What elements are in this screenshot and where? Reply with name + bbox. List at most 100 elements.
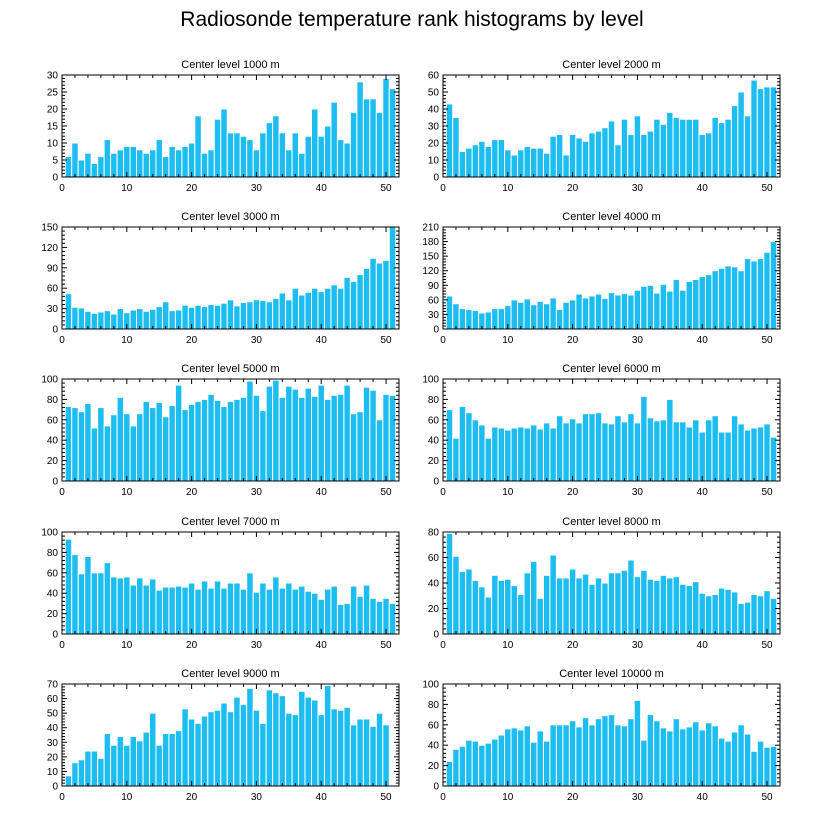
bar	[356, 274, 364, 330]
x-tick-label: 20	[567, 792, 579, 803]
bar	[607, 120, 616, 178]
bar	[659, 727, 668, 787]
bar	[362, 718, 371, 787]
bar	[252, 591, 261, 635]
histogram-panel-6: Center level 6000 m 0 10 20 30 40 50 0 20 40 60 80 1…	[422, 363, 781, 498]
bar	[200, 398, 209, 482]
y-tick-label: 20	[47, 752, 59, 763]
bar	[343, 142, 351, 178]
bar	[452, 555, 460, 635]
bar	[349, 724, 358, 787]
x-tick-label: 20	[567, 487, 579, 498]
bar	[174, 585, 183, 635]
bar	[168, 405, 176, 482]
bar	[484, 596, 493, 635]
histogram-panel-10: Center level 10000 m 0 10 20 30 40 50 0 20 40 60 80…	[422, 668, 781, 803]
x-tick-label: 0	[440, 335, 446, 346]
y-tick-label: 80	[428, 528, 440, 539]
x-tick-label: 10	[502, 335, 514, 346]
bar	[659, 283, 668, 330]
bar	[562, 724, 570, 787]
bar	[110, 152, 118, 178]
x-tick-label: 40	[316, 335, 328, 346]
bar	[136, 740, 144, 787]
bar	[646, 284, 655, 330]
bar	[704, 274, 713, 330]
panel-title: Center level 10000 m	[559, 668, 664, 680]
bar	[174, 730, 183, 787]
bar	[756, 595, 765, 635]
bar	[259, 582, 267, 635]
bar	[594, 293, 603, 330]
bar	[594, 577, 603, 635]
bar	[90, 427, 99, 482]
bar	[653, 118, 661, 178]
bar	[633, 576, 642, 635]
bar	[640, 569, 648, 635]
bar	[653, 720, 661, 787]
x-tick-label: 10	[121, 183, 133, 194]
bar	[304, 387, 313, 482]
bar	[181, 145, 189, 178]
bar	[491, 426, 499, 482]
x-tick-label: 20	[186, 335, 198, 346]
bar	[265, 301, 274, 330]
bar	[704, 419, 713, 482]
bar	[724, 118, 732, 178]
bar	[84, 555, 92, 635]
x-tick-label: 0	[440, 487, 446, 498]
y-tick-label: 60	[428, 415, 440, 426]
bar	[555, 415, 564, 482]
bar	[510, 154, 519, 178]
x-tick-label: 0	[440, 792, 446, 803]
bar	[90, 162, 99, 178]
bar-series	[445, 395, 778, 482]
panel-title: Center level 8000 m	[562, 516, 660, 528]
panel-title: Center level 2000 m	[562, 59, 660, 71]
bar	[491, 308, 499, 330]
bar	[549, 724, 557, 787]
y-tick-label: 60	[428, 295, 440, 306]
bar	[698, 276, 706, 330]
bar	[97, 407, 105, 482]
y-tick-label: 90	[428, 281, 440, 292]
bar	[763, 251, 771, 330]
bar	[471, 579, 480, 635]
bar	[369, 725, 377, 787]
bar	[194, 722, 202, 787]
bar	[317, 384, 325, 482]
panel-title: Center level 4000 m	[562, 211, 660, 223]
x-tick-label: 30	[251, 183, 263, 194]
bar	[278, 695, 287, 787]
bar	[601, 297, 609, 330]
x-tick-label: 50	[761, 183, 773, 194]
x-tick-label: 40	[697, 792, 709, 803]
bar	[71, 407, 79, 482]
bar	[259, 410, 267, 482]
bar	[529, 560, 538, 635]
bar	[246, 301, 254, 330]
bar	[491, 139, 499, 178]
chart-main-title: Radiosonde temperature rank histograms b…	[180, 8, 644, 31]
bar	[743, 733, 752, 787]
panel-title: Center level 7000 m	[181, 516, 279, 528]
bar	[614, 724, 622, 787]
bar	[484, 145, 493, 178]
x-tick-label: 20	[567, 183, 579, 194]
bar	[614, 294, 622, 330]
bar	[272, 379, 280, 482]
bar	[71, 762, 79, 787]
bar	[517, 149, 525, 178]
bar-series	[64, 684, 390, 787]
x-tick-label: 20	[186, 792, 198, 803]
y-tick-label: 0	[433, 477, 439, 488]
bar	[445, 103, 454, 178]
bar	[226, 132, 235, 178]
bar	[375, 111, 384, 178]
bar	[103, 310, 112, 330]
bar	[207, 711, 215, 787]
bar	[743, 115, 752, 178]
bar	[155, 589, 163, 635]
bar	[627, 559, 635, 635]
